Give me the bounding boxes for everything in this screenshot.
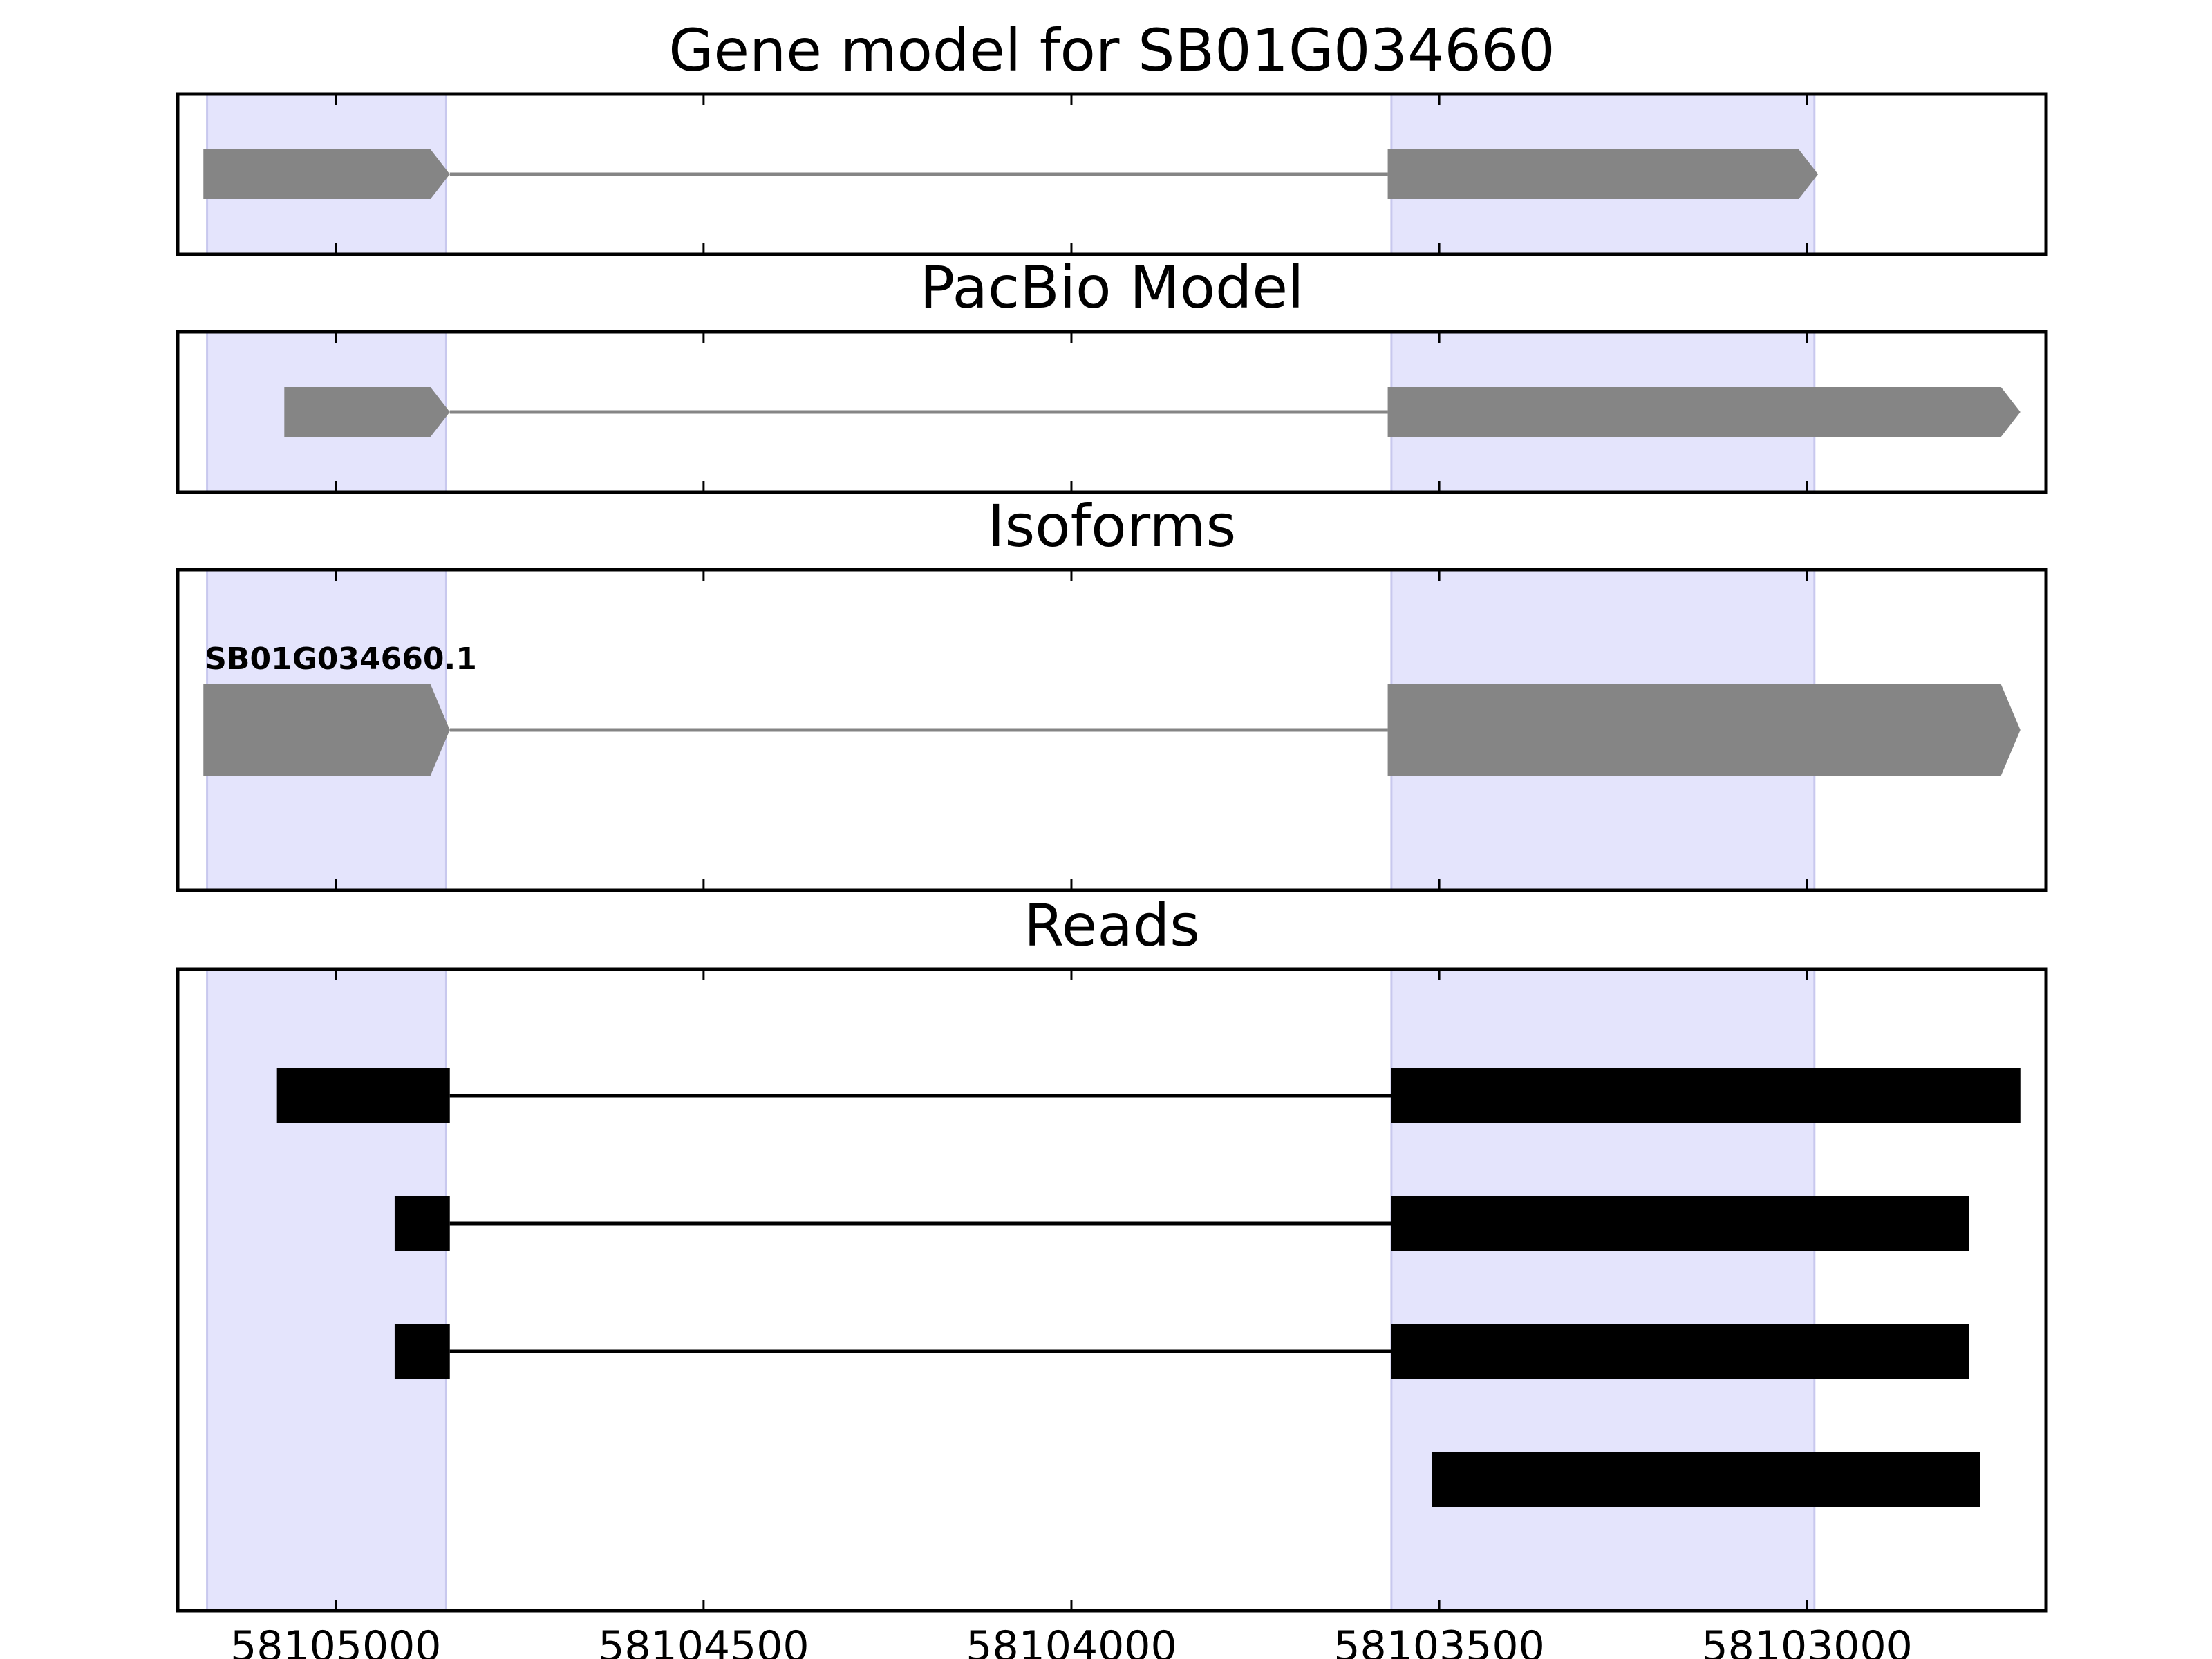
exon-0 <box>203 149 450 199</box>
exon-0 <box>1432 1452 1980 1507</box>
panel-frame <box>176 967 2048 1613</box>
exon-0 <box>284 387 450 437</box>
read-0 <box>276 1068 2021 1123</box>
exon-0 <box>394 1324 450 1379</box>
highlight-region-0 <box>206 968 447 1612</box>
exon-0 <box>276 1068 450 1123</box>
panel-2: SB01G034660.1 Isoforms <box>176 492 2048 892</box>
exon-1 <box>1387 684 2021 776</box>
panel-title: Isoforms <box>988 492 1237 560</box>
panel-title: Reads <box>1024 892 1200 959</box>
exon-1 <box>1387 387 2021 437</box>
exon-1 <box>1391 1196 1969 1251</box>
x-tick-label: 58103500 <box>1333 1622 1544 1659</box>
panels-group: Gene model for SB01G034660 PacBio Model SB… <box>176 17 2048 1659</box>
exon-1 <box>1391 1068 2021 1123</box>
panel-frame <box>176 92 2048 256</box>
panel-3: Reads <box>176 892 2048 1613</box>
highlight-region-1 <box>1390 968 1816 1612</box>
read-1 <box>394 1196 1969 1251</box>
panel-0: Gene model for SB01G034660 <box>176 17 2048 256</box>
x-tick-label: 58104000 <box>966 1622 1177 1659</box>
read-3 <box>1432 1452 1980 1507</box>
panel-frame <box>176 330 2048 494</box>
read-2 <box>394 1324 1969 1379</box>
panel-title: Gene model for SB01G034660 <box>668 17 1555 84</box>
exon-1 <box>1391 1324 1969 1379</box>
transcript-0 <box>203 149 1819 199</box>
panel-frame <box>176 568 2048 892</box>
panel-title: PacBio Model <box>920 254 1304 321</box>
transcript-0: SB01G034660.1 <box>203 641 2021 776</box>
x-tick-label: 58105000 <box>230 1622 441 1659</box>
isoform-label: SB01G034660.1 <box>205 641 477 677</box>
exon-0 <box>203 684 450 776</box>
x-tick-label: 58104500 <box>598 1622 809 1659</box>
exon-0 <box>394 1196 450 1251</box>
panel-1: PacBio Model <box>176 254 2048 494</box>
transcript-0 <box>284 387 2021 437</box>
exon-1 <box>1387 149 1819 199</box>
x-tick-label: 58103000 <box>1701 1622 1912 1659</box>
